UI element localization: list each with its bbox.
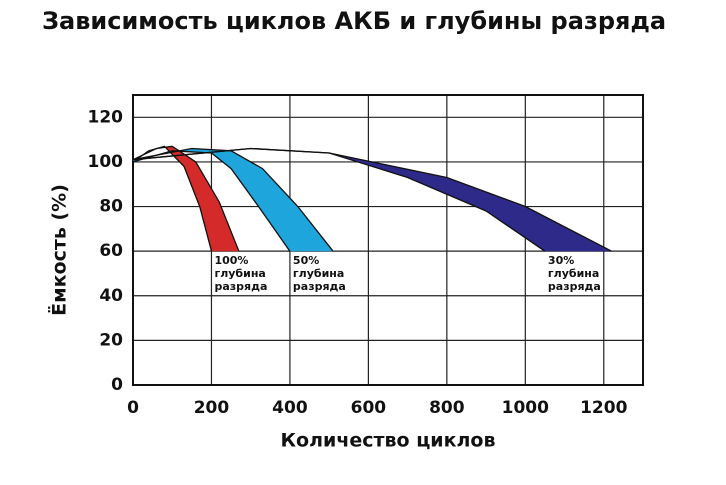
y-tick-label: 60	[99, 241, 123, 261]
y-tick-label: 120	[88, 107, 124, 127]
label-bg	[213, 267, 267, 281]
band-label: разряда	[293, 280, 346, 293]
curve-line	[132, 147, 612, 252]
label-bg	[291, 267, 346, 281]
band-label: 30%	[548, 254, 574, 267]
band-area	[133, 148, 334, 252]
band-label: разряда	[548, 280, 601, 293]
label-bg	[213, 280, 269, 294]
y-tick-label: 80	[99, 197, 123, 217]
band-label: 100%	[214, 254, 248, 267]
band-label: глубина	[293, 267, 344, 280]
label-bg	[546, 254, 576, 268]
plot-frame	[132, 94, 644, 386]
label-bg	[291, 280, 347, 294]
label-bg	[546, 280, 602, 294]
band-label: 50%	[293, 254, 319, 267]
y-tick-label: 0	[111, 375, 123, 395]
x-tick-label: 600	[351, 398, 387, 418]
curve-line	[132, 145, 240, 252]
label-bg	[546, 267, 601, 281]
curve-line	[132, 150, 291, 252]
label-bg	[291, 254, 321, 268]
x-tick-label: 800	[429, 398, 465, 418]
x-tick-label: 1200	[580, 398, 627, 418]
y-axis-label: Ёмкость (%)	[47, 184, 71, 316]
x-tick-label: 400	[272, 398, 308, 418]
curve-line	[132, 147, 334, 252]
x-tick-label: 0	[127, 398, 139, 418]
x-tick-label: 1000	[502, 398, 549, 418]
band-label: разряда	[214, 280, 267, 293]
band-label: глубина	[548, 267, 599, 280]
chart-title: Зависимость циклов АКБ и глубины разряда	[42, 7, 666, 35]
x-axis-label: Количество циклов	[281, 430, 496, 452]
y-tick-label: 40	[99, 286, 123, 306]
y-tick-label: 100	[88, 152, 124, 172]
label-bg	[213, 254, 250, 268]
band-area	[133, 148, 612, 252]
x-tick-label: 200	[194, 398, 230, 418]
band-area	[133, 146, 239, 252]
band-label: глубина	[214, 267, 265, 280]
y-tick-label: 20	[99, 330, 123, 350]
